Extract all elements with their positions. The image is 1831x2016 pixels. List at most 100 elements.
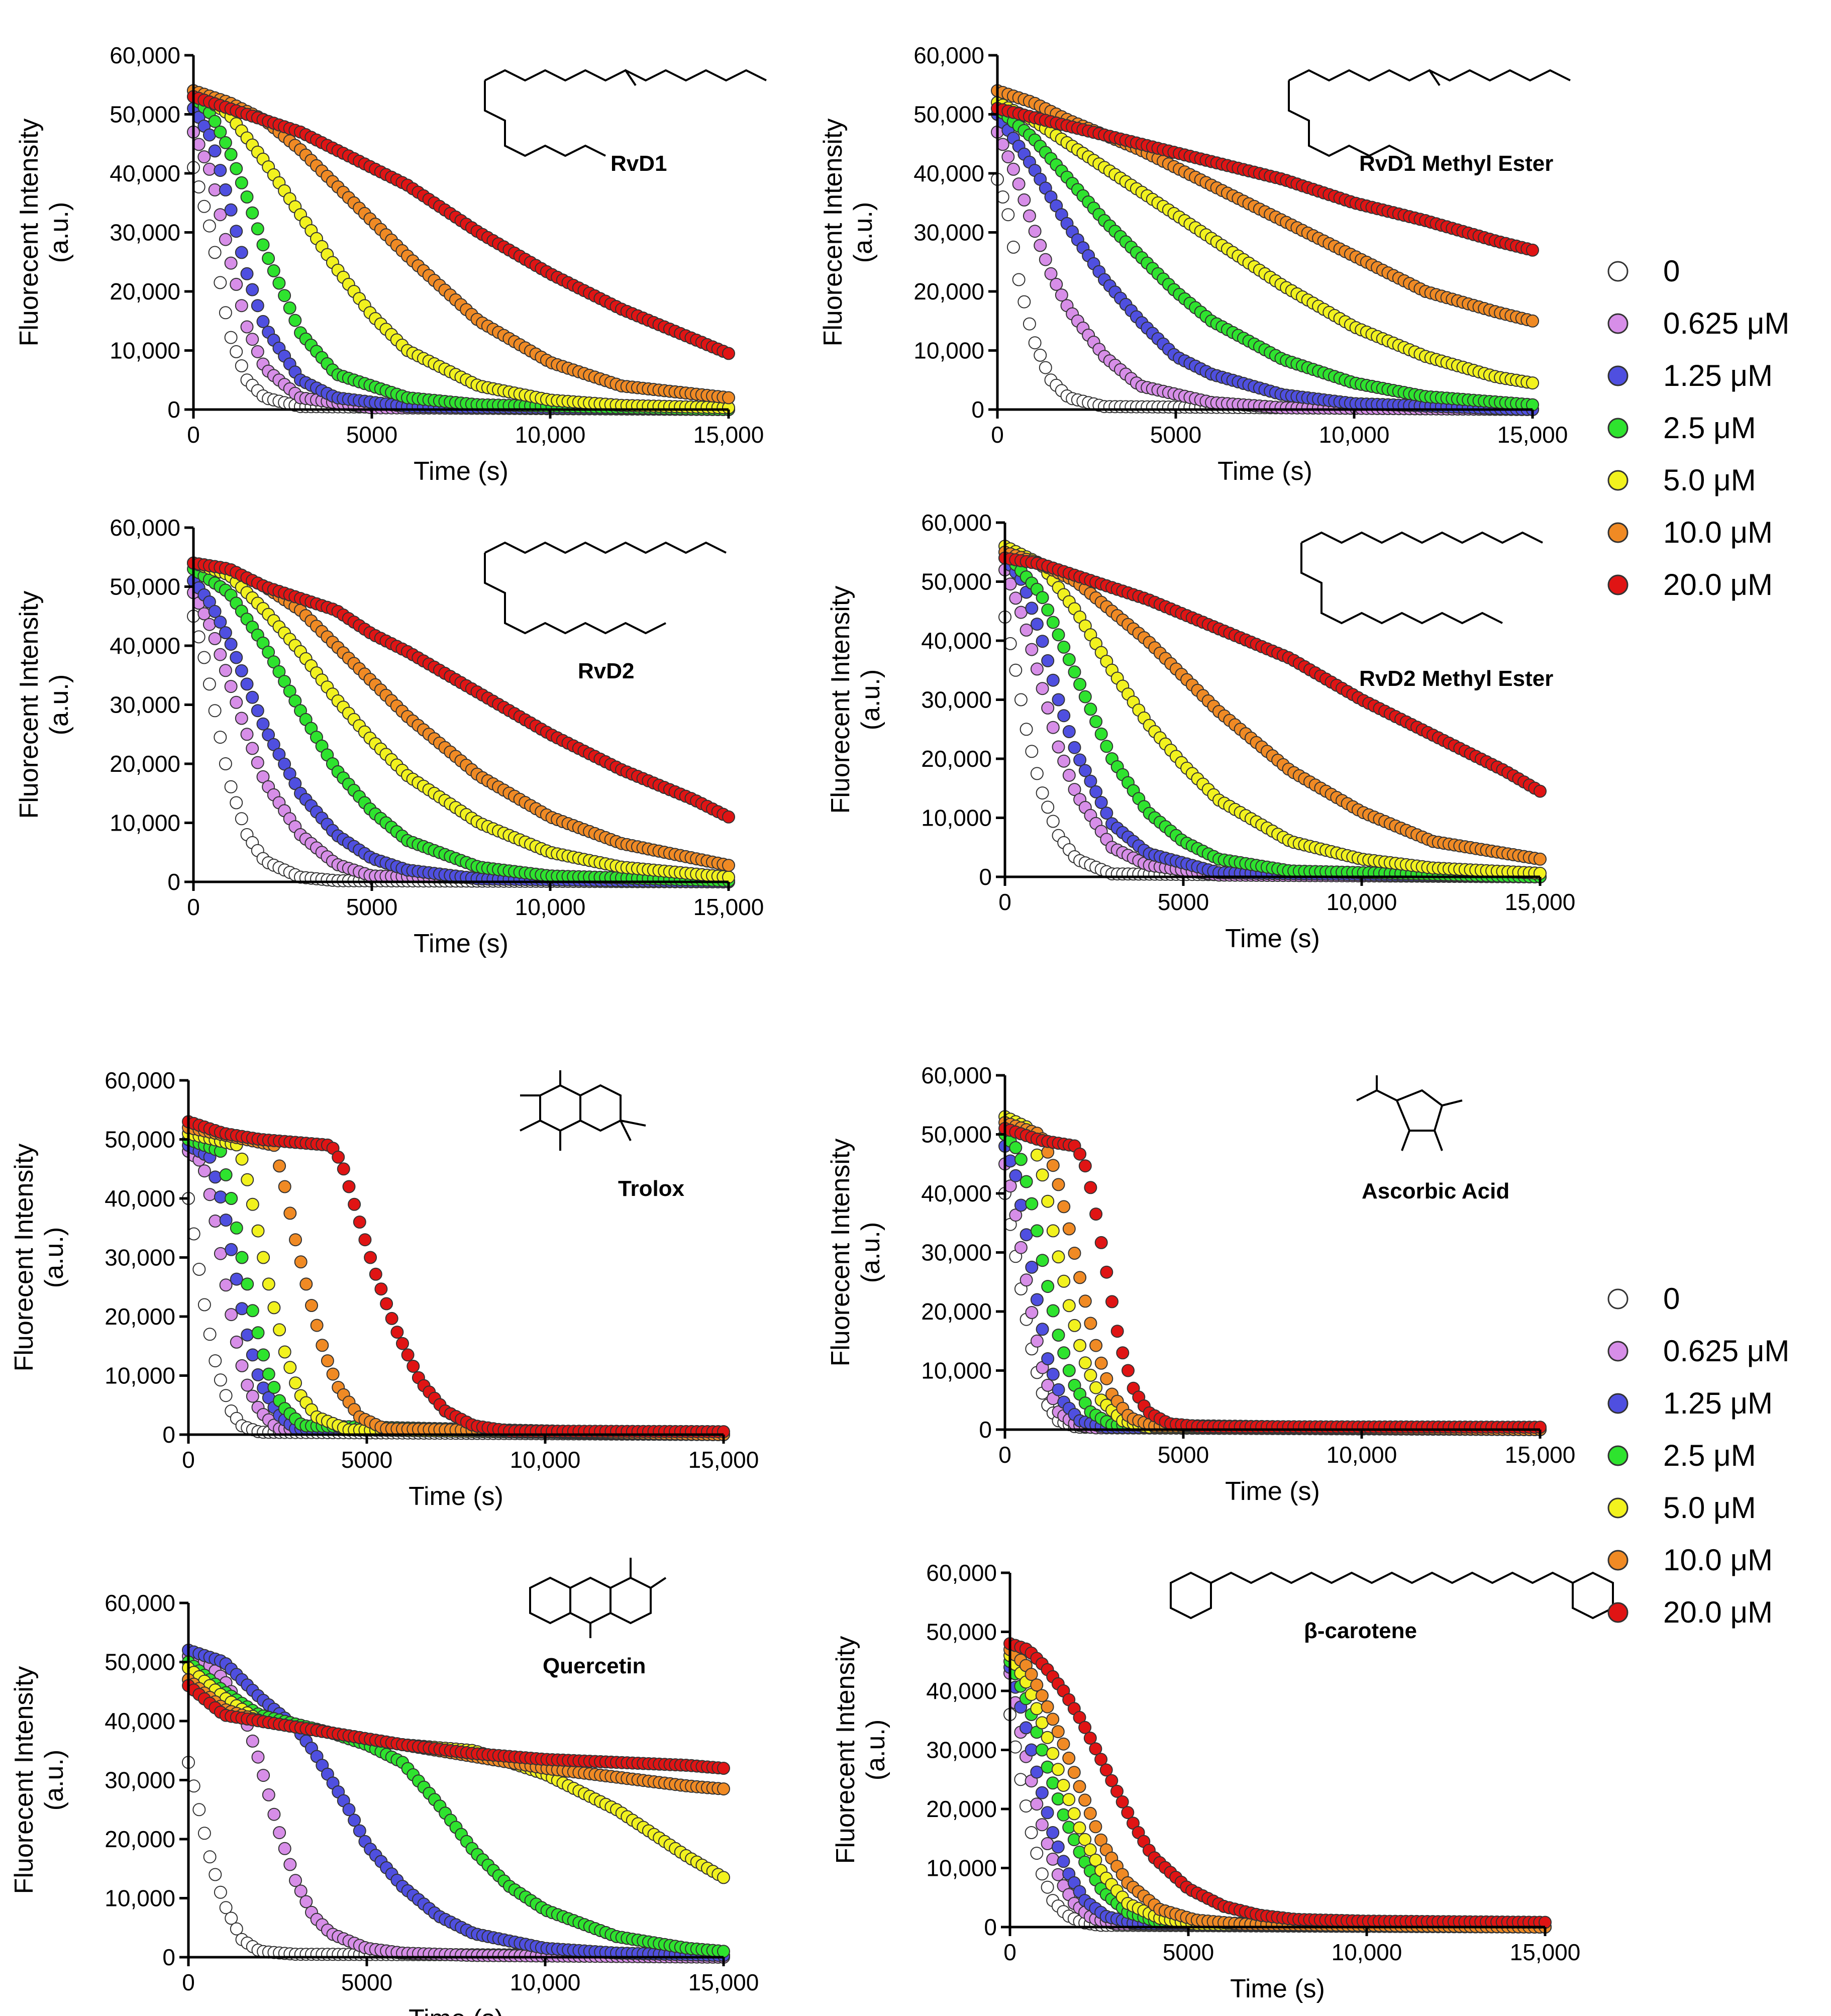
data-point	[230, 162, 243, 175]
y-tick-label: 50,000	[921, 1122, 992, 1148]
data-point	[241, 1378, 254, 1392]
data-point	[283, 301, 296, 315]
data-point	[1057, 1200, 1071, 1214]
data-point	[224, 680, 238, 693]
compound-label: Ascorbic Acid	[1362, 1179, 1509, 1203]
data-point	[1122, 1364, 1135, 1377]
data-point	[273, 1323, 286, 1337]
x-tick-label: 0	[998, 1442, 1011, 1468]
ascorbic-acid-structure	[1356, 1075, 1463, 1151]
data-point	[246, 206, 259, 220]
data-point	[1036, 635, 1049, 648]
data-point	[235, 299, 248, 313]
data-point	[240, 677, 254, 691]
x-axis-title: Time (s)	[414, 929, 508, 958]
y-tick-label: 30,000	[913, 220, 984, 246]
data-point	[224, 638, 238, 651]
data-point	[1052, 1178, 1065, 1191]
data-point	[374, 1282, 388, 1296]
data-point	[1036, 1168, 1049, 1182]
data-point	[1073, 1147, 1087, 1161]
data-point	[1094, 1236, 1108, 1249]
data-point	[214, 1885, 227, 1899]
data-point	[1039, 253, 1052, 266]
data-point	[209, 1868, 222, 1881]
data-point	[1046, 1304, 1060, 1318]
data-point	[240, 728, 254, 741]
data-point	[246, 742, 259, 755]
data-point	[203, 1328, 217, 1341]
y-tick-label: 40,000	[110, 633, 180, 659]
data-point	[235, 664, 248, 677]
y-axis-title: (a.u.)	[856, 1222, 885, 1283]
data-point	[251, 704, 264, 718]
data-point	[225, 1243, 238, 1256]
data-point	[235, 246, 248, 259]
data-point	[1052, 1329, 1065, 1342]
data-point	[202, 219, 216, 233]
data-point	[1014, 693, 1028, 707]
trolox-structure	[520, 1070, 646, 1151]
x-tick-label: 0	[182, 1447, 195, 1473]
x-axis-title: Time (s)	[409, 1482, 503, 1511]
data-point	[230, 1272, 243, 1286]
x-tick-label: 15,000	[1505, 1442, 1576, 1468]
data-point	[305, 1299, 318, 1312]
y-tick-label: 0	[167, 396, 180, 423]
y-tick-label: 40,000	[921, 628, 992, 654]
y-tick-label: 60,000	[110, 42, 180, 68]
data-point	[1009, 1169, 1023, 1182]
data-point	[256, 717, 270, 731]
y-tick-label: 50,000	[913, 102, 984, 128]
data-point	[235, 176, 248, 189]
panel-trolox-marks	[182, 1115, 730, 1441]
data-point	[241, 1277, 254, 1291]
data-point	[235, 1152, 249, 1166]
data-point	[230, 1221, 243, 1235]
y-tick-label: 30,000	[105, 1245, 175, 1271]
x-axis-title: Time (s)	[1225, 1477, 1320, 1506]
data-point	[273, 1826, 286, 1840]
y-tick-label: 10,000	[105, 1363, 175, 1389]
data-point	[1100, 807, 1113, 820]
data-point	[1062, 1222, 1076, 1236]
data-point	[203, 1188, 217, 1201]
data-point	[1052, 740, 1065, 754]
data-point	[278, 1842, 291, 1855]
data-point	[246, 1304, 259, 1318]
data-point	[224, 148, 238, 161]
y-axis-title: (a.u.)	[856, 669, 885, 730]
data-point	[224, 256, 238, 270]
data-point	[251, 345, 264, 358]
data-point	[283, 1206, 297, 1220]
data-point	[1057, 754, 1071, 768]
data-point	[235, 1359, 249, 1372]
compound-label: Trolox	[618, 1176, 685, 1201]
y-axis-title: (a.u.)	[45, 674, 74, 735]
data-point	[246, 1734, 259, 1748]
data-point	[219, 664, 232, 677]
data-point	[1046, 1159, 1060, 1172]
y-tick-label: 0	[979, 864, 992, 890]
data-point	[1030, 767, 1044, 780]
data-point	[1036, 1254, 1049, 1267]
data-point	[219, 183, 232, 196]
data-point	[1020, 1175, 1033, 1188]
y-tick-label: 0	[971, 396, 984, 423]
data-point	[358, 1233, 372, 1247]
data-point	[230, 1335, 243, 1349]
data-point	[1030, 1334, 1044, 1348]
y-tick-label: 60,000	[913, 42, 984, 68]
data-point	[214, 208, 227, 222]
y-axis-title: Fluorecent Intensity	[15, 591, 44, 819]
data-point	[197, 199, 211, 213]
data-point	[262, 1788, 275, 1801]
data-point	[240, 320, 254, 334]
data-point	[1084, 1368, 1097, 1382]
rvd1-methyl-ester-structure	[1288, 69, 1571, 157]
data-point	[1028, 225, 1042, 238]
y-tick-label: 0	[167, 869, 180, 895]
data-point	[1014, 1241, 1028, 1254]
